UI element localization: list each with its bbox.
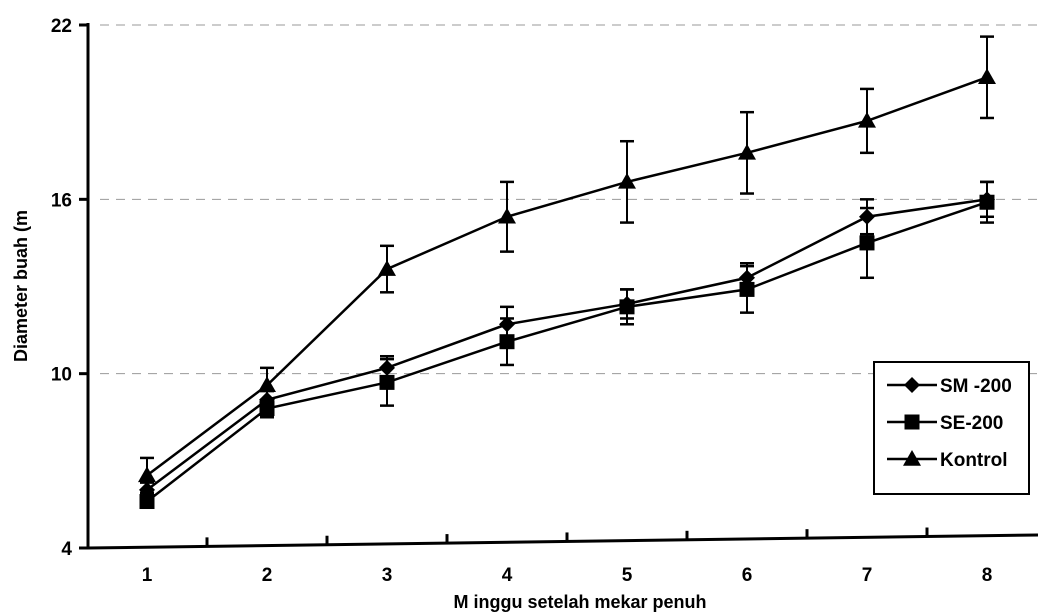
- data-point-square: [499, 334, 515, 350]
- data-point-square: [859, 235, 875, 251]
- legend-item: SE-200: [887, 413, 1003, 434]
- series-layer: [138, 35, 996, 510]
- x-tick-label: 4: [502, 565, 513, 586]
- x-tick-label: 6: [742, 565, 753, 586]
- legend-label: Kontrol: [940, 450, 1008, 471]
- legend-label: SE-200: [940, 413, 1003, 434]
- legend-marker-square: [904, 414, 920, 430]
- legend-items: SM -200 SE-200 Kontrol: [887, 376, 1012, 471]
- series-line: [146, 201, 988, 503]
- data-point-square: [739, 281, 755, 297]
- data-point-square: [619, 299, 635, 315]
- ticks-layer: 4 10 16 22 1 2 3 4 5 6 7 8: [51, 16, 992, 586]
- legend-marker-diamond: [904, 377, 920, 393]
- data-point-triangle: [978, 68, 996, 85]
- data-point-square: [139, 494, 155, 510]
- y-tick-label: 4: [61, 539, 72, 560]
- axes-layer: [86, 23, 1039, 550]
- data-point-triangle: [378, 260, 396, 276]
- data-point-triangle: [138, 466, 156, 483]
- data-point-square: [259, 401, 275, 417]
- series-line: [146, 76, 988, 477]
- legend-item: SM -200: [887, 376, 1012, 397]
- data-point-square: [379, 374, 395, 390]
- data-point-triangle: [738, 143, 756, 160]
- x-tick-label: 5: [622, 565, 633, 586]
- x-axis-title: M inggu setelah mekar penuh: [453, 592, 706, 612]
- x-tick-label: 1: [142, 565, 153, 586]
- x-tick-label: 3: [382, 565, 393, 586]
- legend-label: SM -200: [940, 376, 1012, 397]
- data-point-triangle: [498, 207, 516, 224]
- data-point-triangle: [258, 376, 276, 393]
- x-tick-label: 7: [862, 565, 873, 586]
- legend-item: Kontrol: [887, 450, 1008, 471]
- y-tick-label: 16: [51, 190, 72, 211]
- x-tick-label: 2: [262, 565, 273, 586]
- series-square: [139, 180, 995, 510]
- series-line: [146, 198, 988, 491]
- data-point-triangle: [858, 111, 876, 128]
- data-point-triangle: [618, 172, 636, 189]
- series-triangle: [138, 35, 996, 495]
- data-point-square: [979, 194, 995, 210]
- y-tick-label: 10: [51, 365, 72, 386]
- y-axis-title: Diameter buah (m: [11, 210, 31, 362]
- y-tick-label: 22: [51, 16, 72, 37]
- x-axis-line: [87, 533, 1039, 550]
- legend: SM -200 SE-200 Kontrol: [873, 361, 1030, 495]
- x-tick-label: 8: [982, 565, 993, 586]
- legend-marker-triangle: [903, 450, 921, 466]
